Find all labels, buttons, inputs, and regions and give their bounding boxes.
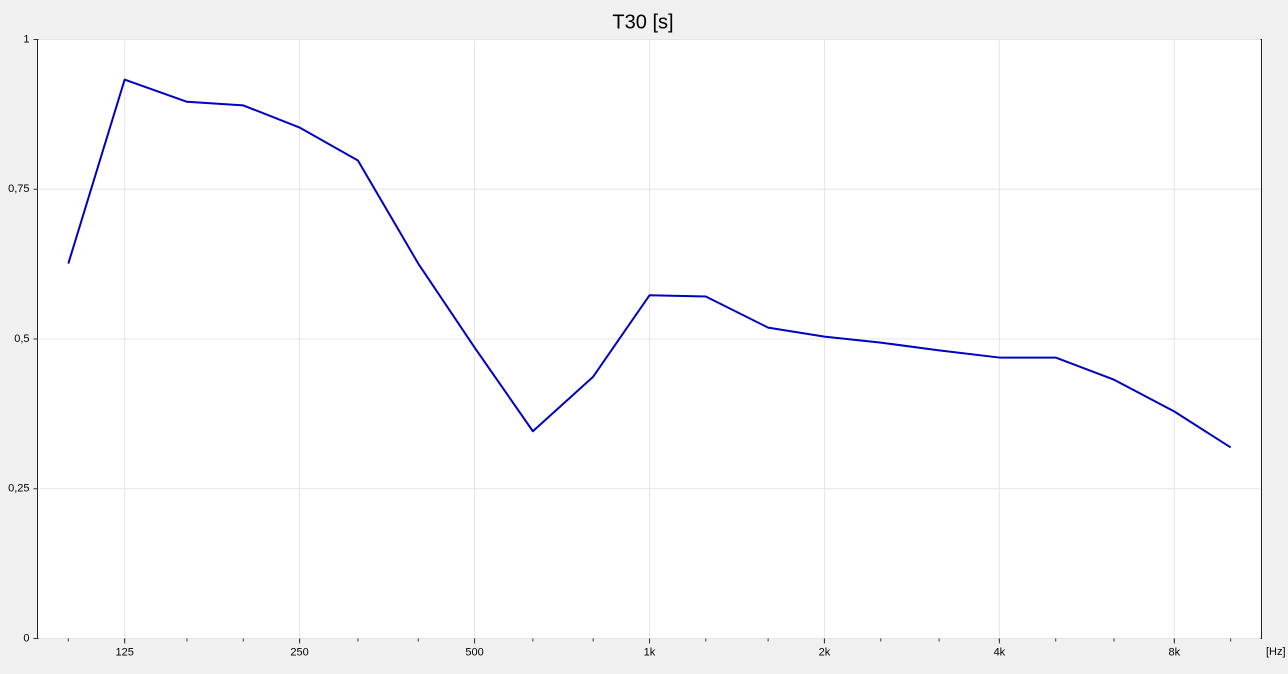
x-tick-label: 500 <box>465 646 483 658</box>
x-tick-label: 2k <box>819 646 831 658</box>
x-tick-label: 1k <box>644 646 656 658</box>
x-tick-label: 125 <box>115 646 133 658</box>
data-line <box>67 78 1232 449</box>
x-axis-label: [Hz] <box>1266 646 1286 658</box>
x-tick-label: 4k <box>994 646 1006 658</box>
y-tick-label: 0,5 <box>14 333 29 345</box>
chart-title: T30 [s] <box>612 11 673 33</box>
y-tick-label: 1 <box>23 33 29 45</box>
x-tick-label: 250 <box>290 646 308 658</box>
y-tick-label: 0,25 <box>8 483 29 495</box>
x-tick-label: 8k <box>1169 646 1181 658</box>
y-tick-label: 0,75 <box>8 183 29 195</box>
y-tick-label: 0 <box>23 632 29 644</box>
